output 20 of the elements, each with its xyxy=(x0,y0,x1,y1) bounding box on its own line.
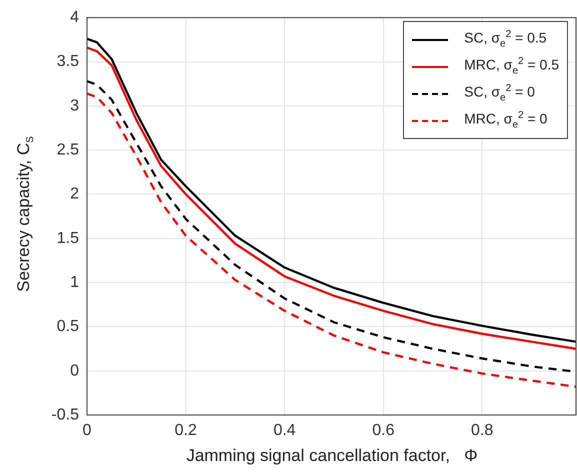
y-tick-label: 2 xyxy=(70,186,80,203)
y-tick-label: 1 xyxy=(70,274,80,291)
y-tick-label: 3.5 xyxy=(56,53,80,70)
x-tick-label: 0.2 xyxy=(174,422,198,440)
y-tick-label: 1.5 xyxy=(56,230,80,247)
y-tick-label: 0.5 xyxy=(56,318,80,336)
legend-label: MRC, σ$_{e}$$^{2}$ = 0.5 xyxy=(464,56,559,77)
y-tick-label: 0 xyxy=(70,362,80,380)
y-tick-label: 2.5 xyxy=(56,141,80,158)
x-tick-label: 0.8 xyxy=(471,422,494,440)
x-tick-label: 0.6 xyxy=(372,422,395,440)
y-tick-label: 3 xyxy=(70,97,80,114)
x-tick-label: 0.4 xyxy=(273,422,296,440)
x-axis-title: Jamming signal cancellation factor, Φ xyxy=(185,446,479,466)
y-tick-label: -0.5 xyxy=(51,406,80,424)
x-tick-label: 0 xyxy=(82,422,92,440)
legend-label: SC, σ$_{e}$$^{2}$ = 0 xyxy=(464,83,535,104)
legend-label: SC, σ$_{e}$$^{2}$ = 0.5 xyxy=(464,29,547,50)
y-tick-label: 4 xyxy=(70,9,80,26)
legend-label: MRC, σ$_{e}$$^{2}$ = 0 xyxy=(464,110,548,131)
